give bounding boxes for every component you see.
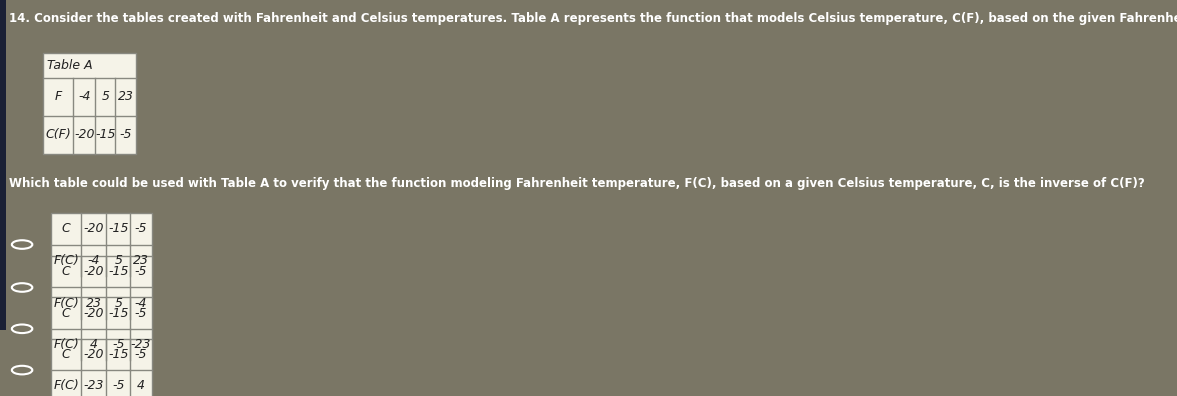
Text: -15: -15: [108, 222, 128, 235]
Text: -20: -20: [74, 128, 94, 141]
Text: -5: -5: [135, 307, 147, 320]
Text: -20: -20: [84, 222, 104, 235]
Text: -5: -5: [120, 128, 132, 141]
Text: -5: -5: [112, 379, 125, 392]
Text: -5: -5: [112, 338, 125, 351]
Text: -4: -4: [78, 90, 91, 103]
Text: -5: -5: [135, 265, 147, 278]
Bar: [52, 297, 152, 360]
Text: -5: -5: [135, 348, 147, 361]
Text: 23: 23: [118, 90, 134, 103]
Text: 23: 23: [86, 297, 102, 310]
Text: Which table could be used with Table A to verify that the function modeling Fahr: Which table could be used with Table A t…: [9, 177, 1145, 190]
Bar: [44, 53, 137, 154]
Bar: [52, 256, 152, 319]
Text: 5: 5: [101, 90, 109, 103]
Bar: [52, 339, 152, 396]
Bar: [52, 213, 152, 276]
Text: -23: -23: [131, 338, 152, 351]
Text: C: C: [62, 348, 71, 361]
Text: Table A: Table A: [47, 59, 92, 72]
Text: F: F: [54, 90, 62, 103]
Text: C: C: [62, 222, 71, 235]
Text: C: C: [62, 307, 71, 320]
Text: -20: -20: [84, 348, 104, 361]
Text: 14. Consider the tables created with Fahrenheit and Celsius temperatures. Table : 14. Consider the tables created with Fah…: [9, 11, 1177, 25]
Text: C(F): C(F): [46, 128, 72, 141]
Text: -4: -4: [135, 297, 147, 310]
Text: -23: -23: [84, 379, 104, 392]
Text: -15: -15: [108, 265, 128, 278]
Text: -15: -15: [108, 307, 128, 320]
Text: -20: -20: [84, 265, 104, 278]
Text: 5: 5: [114, 297, 122, 310]
Text: -4: -4: [87, 254, 100, 267]
Text: -15: -15: [108, 348, 128, 361]
Text: F(C): F(C): [53, 297, 79, 310]
Text: -5: -5: [135, 222, 147, 235]
Text: F(C): F(C): [53, 338, 79, 351]
Text: C: C: [62, 265, 71, 278]
Bar: [0, 0, 6, 330]
Text: -20: -20: [84, 307, 104, 320]
Text: F(C): F(C): [53, 254, 79, 267]
Text: 4: 4: [89, 338, 98, 351]
Text: 5: 5: [114, 254, 122, 267]
Text: 4: 4: [138, 379, 145, 392]
Text: 23: 23: [133, 254, 149, 267]
Text: F(C): F(C): [53, 379, 79, 392]
Text: -15: -15: [95, 128, 115, 141]
